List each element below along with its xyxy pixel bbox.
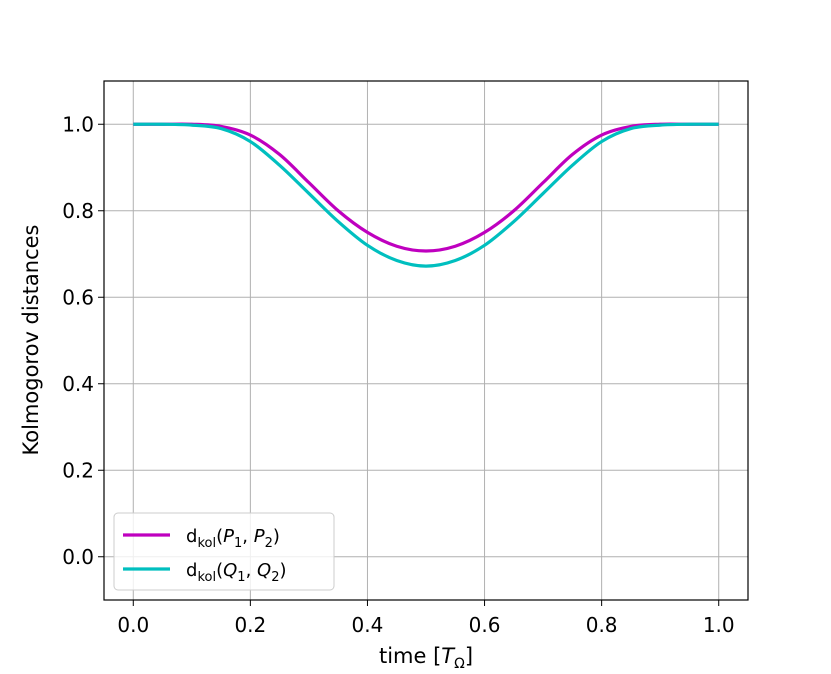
x-axis-ticks: 0.0 0.2 0.4 0.6 0.8 1.0 <box>117 600 735 637</box>
legend-label-2: dkol(Q1, Q2) <box>186 560 287 585</box>
x-tick-label: 0.0 <box>117 613 149 637</box>
y-tick-label: 0.6 <box>62 285 94 309</box>
legend-label-1: dkol(P1, P2) <box>186 526 280 551</box>
x-axis-label-text: time [ <box>379 644 441 668</box>
legend-box <box>113 512 335 591</box>
y-axis-ticks: 0.0 0.2 0.4 0.6 0.8 1.0 <box>62 112 104 569</box>
y-tick-label: 0.2 <box>62 458 94 482</box>
x-tick-label: 1.0 <box>703 613 735 637</box>
x-axis-label-close: ] <box>465 644 473 668</box>
series-lines <box>133 122 719 268</box>
y-tick-label: 0.4 <box>62 372 94 396</box>
y-tick-label: 0.8 <box>62 199 94 223</box>
x-tick-label: 0.8 <box>586 613 618 637</box>
x-axis-label: time [TΩ] <box>379 644 473 672</box>
x-axis-label-symbol: T <box>441 644 456 668</box>
series-line-1 <box>133 122 719 253</box>
x-tick-label: 0.6 <box>469 613 501 637</box>
y-axis-label: Kolmogorov distances <box>19 225 43 456</box>
y-tick-label: 1.0 <box>62 112 94 136</box>
x-axis-label-subscript: Ω <box>454 656 465 672</box>
x-tick-label: 0.2 <box>234 613 266 637</box>
series-line-2 <box>133 122 719 268</box>
legend: dkol(P1, P2) dkol(Q1, Q2) <box>113 512 335 591</box>
x-tick-label: 0.4 <box>352 613 384 637</box>
plot-area-frame <box>103 80 749 601</box>
y-tick-label: 0.0 <box>62 545 94 569</box>
